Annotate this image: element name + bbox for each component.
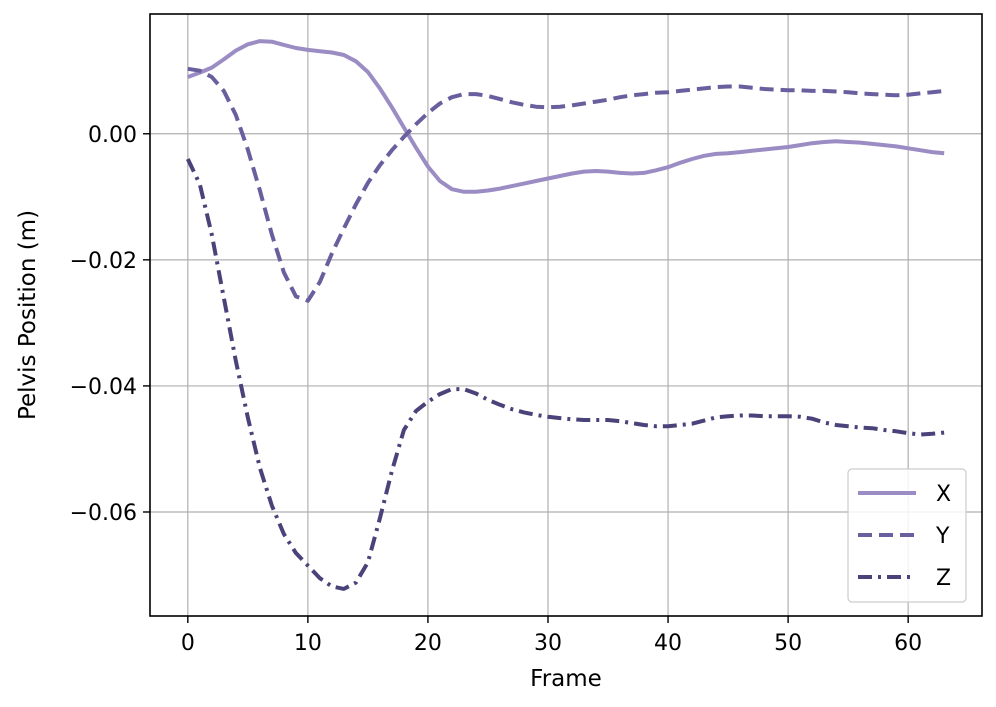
x-axis-label: Frame [530,666,602,692]
x-tick-label: 60 [894,631,922,656]
legend-label-x: X [936,482,951,507]
ticks: 0 10 20 30 40 50 60 0.00 −0.02 −0.04 −0.06 [70,123,923,656]
series-line-x [187,39,945,194]
y-tick-label: −0.02 [70,249,137,274]
y-tick-label: 0.00 [88,123,137,148]
series-line-z [185,158,945,591]
x-tick-label: 30 [534,631,562,656]
legend-label-y: Y [935,524,950,549]
y-tick-label: −0.04 [70,375,137,400]
x-tick-label: 50 [774,631,802,656]
plot-frame [149,13,983,617]
x-tick-label: 0 [181,631,195,656]
series-layer [185,39,945,591]
legend: XYZ [847,468,967,603]
y-tick-label: −0.06 [70,501,137,526]
x-tick-label: 10 [294,631,322,656]
series-line-y [187,66,945,303]
plot-area [150,14,982,616]
legend-label-z: Z [936,566,951,591]
x-tick-label: 40 [654,631,682,656]
x-tick-label: 20 [414,631,442,656]
y-axis-label: Pelvis Position (m) [15,210,41,420]
